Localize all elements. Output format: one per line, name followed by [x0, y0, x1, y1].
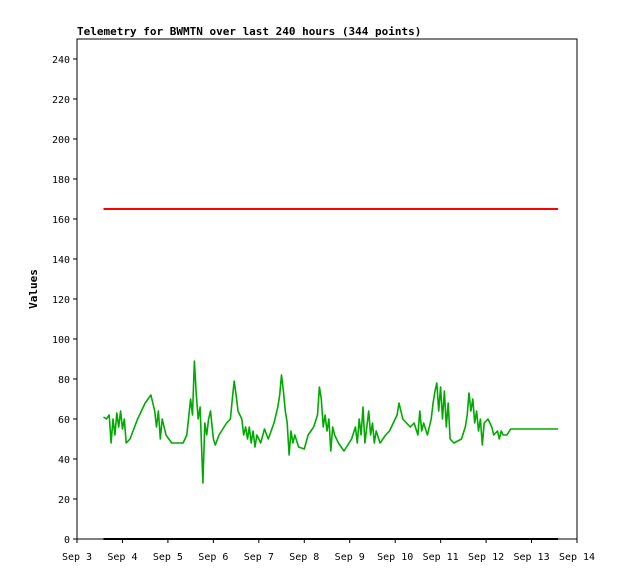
- y-tick-label: 60: [58, 415, 70, 426]
- y-tick-label: 40: [58, 455, 70, 466]
- x-axis-ticks: Sep 3 Sep 4 Sep 5 Sep 6 Sep 7 Sep 8 Sep 9 Sep 1…: [62, 539, 595, 563]
- chart-title: Telemetry for BWMTN over last 240 hours …: [77, 25, 421, 38]
- x-tick-label: Sep 12: [468, 552, 504, 563]
- x-tick-label: Sep 13: [513, 552, 549, 563]
- y-tick-label: 140: [52, 255, 70, 266]
- telemetry-line: [103, 360, 559, 484]
- y-tick-label: 80: [58, 375, 70, 386]
- y-tick-label: 240: [52, 55, 70, 66]
- x-tick-label: Sep 5: [153, 552, 183, 563]
- x-tick-label: Sep 10: [377, 552, 413, 563]
- x-tick-label: Sep 7: [244, 552, 274, 563]
- x-tick-label: Sep 4: [107, 552, 137, 563]
- x-tick-label: Sep 11: [423, 552, 459, 563]
- y-tick-label: 200: [52, 135, 70, 146]
- x-tick-label: Sep 8: [289, 552, 319, 563]
- y-tick-label: 0: [64, 535, 70, 546]
- y-axis-label: Values: [27, 269, 40, 309]
- y-tick-label: 100: [52, 335, 70, 346]
- y-tick-label: 160: [52, 215, 70, 226]
- x-tick-label: Sep 3: [62, 552, 92, 563]
- y-axis-ticks: 0 20 40 60 80 100 120 140 160 180 200 220 240: [52, 55, 77, 546]
- y-tick-label: 220: [52, 95, 70, 106]
- y-tick-label: 180: [52, 175, 70, 186]
- y-tick-label: 120: [52, 295, 70, 306]
- plot-area: [76, 38, 578, 540]
- x-tick-label: Sep 9: [335, 552, 365, 563]
- x-tick-label: Sep 14: [559, 552, 595, 563]
- series-group: [103, 208, 559, 540]
- x-tick-label: Sep 6: [198, 552, 228, 563]
- y-tick-label: 20: [58, 495, 70, 506]
